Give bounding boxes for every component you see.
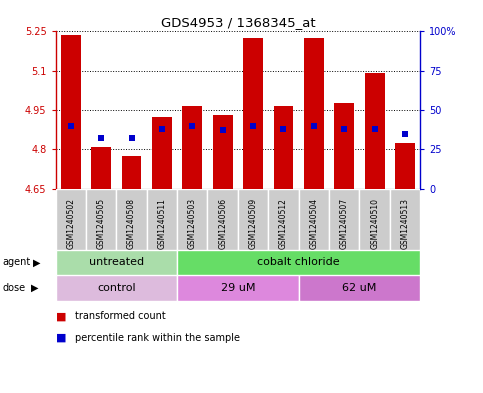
Title: GDS4953 / 1368345_at: GDS4953 / 1368345_at — [160, 16, 315, 29]
Bar — [177, 250, 420, 275]
Text: untreated: untreated — [89, 257, 144, 267]
Bar — [390, 189, 420, 250]
Bar — [238, 189, 268, 250]
Bar — [91, 147, 111, 189]
Bar — [177, 189, 208, 250]
Bar — [395, 143, 415, 189]
Text: transformed count: transformed count — [75, 311, 166, 321]
Text: GSM1240506: GSM1240506 — [218, 198, 227, 249]
Bar — [177, 275, 298, 301]
Bar — [147, 189, 177, 250]
Bar — [86, 189, 116, 250]
Text: percentile rank within the sample: percentile rank within the sample — [75, 333, 240, 343]
Text: ▶: ▶ — [33, 257, 41, 267]
Bar — [56, 189, 86, 250]
Bar — [61, 35, 81, 189]
Bar — [116, 189, 147, 250]
Bar — [298, 189, 329, 250]
Text: GSM1240502: GSM1240502 — [66, 198, 75, 249]
Bar — [268, 189, 298, 250]
Bar — [122, 156, 142, 189]
Bar — [334, 103, 354, 189]
Text: 29 uM: 29 uM — [221, 283, 255, 293]
Text: GSM1240510: GSM1240510 — [370, 198, 379, 249]
Bar — [208, 189, 238, 250]
Text: GSM1240504: GSM1240504 — [309, 198, 318, 249]
Bar — [298, 275, 420, 301]
Text: GSM1240513: GSM1240513 — [400, 198, 410, 249]
Text: GSM1240512: GSM1240512 — [279, 198, 288, 249]
Bar — [359, 189, 390, 250]
Text: ■: ■ — [56, 333, 66, 343]
Text: cobalt chloride: cobalt chloride — [257, 257, 340, 267]
Text: GSM1240508: GSM1240508 — [127, 198, 136, 249]
Bar — [213, 115, 232, 189]
Bar — [152, 117, 172, 189]
Bar — [56, 250, 177, 275]
Text: ▶: ▶ — [31, 283, 39, 293]
Bar — [304, 38, 324, 189]
Text: GSM1240509: GSM1240509 — [249, 198, 257, 249]
Text: GSM1240505: GSM1240505 — [97, 198, 106, 249]
Text: 62 uM: 62 uM — [342, 283, 377, 293]
Text: GSM1240511: GSM1240511 — [157, 198, 167, 249]
Bar — [183, 106, 202, 189]
Text: control: control — [97, 283, 136, 293]
Bar — [56, 275, 177, 301]
Text: GSM1240503: GSM1240503 — [188, 198, 197, 249]
Bar — [365, 73, 384, 189]
Bar — [273, 106, 293, 189]
Text: GSM1240507: GSM1240507 — [340, 198, 349, 249]
Text: ■: ■ — [56, 311, 66, 321]
Text: dose: dose — [2, 283, 26, 293]
Bar — [243, 38, 263, 189]
Bar — [329, 189, 359, 250]
Text: agent: agent — [2, 257, 30, 267]
